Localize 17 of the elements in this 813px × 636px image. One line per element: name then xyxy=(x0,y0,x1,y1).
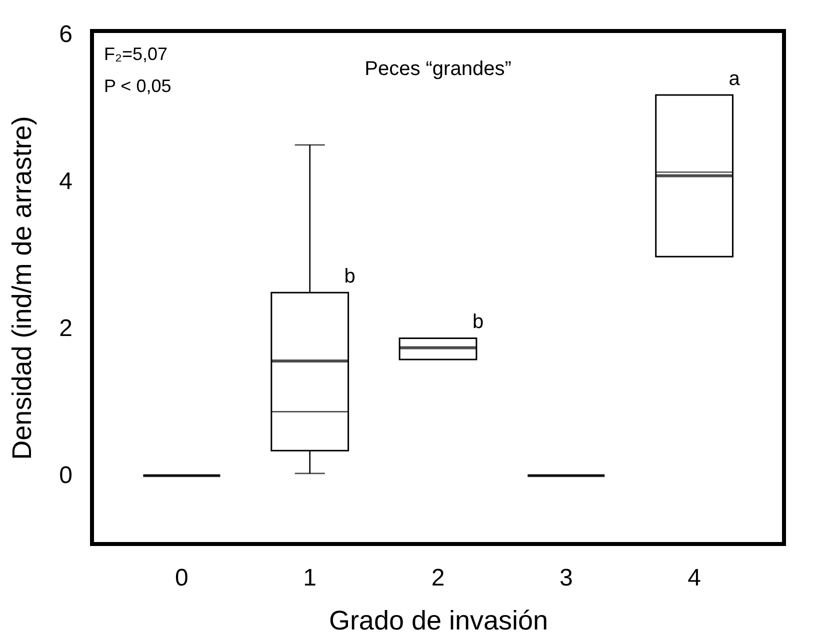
x-tick-label: 1 xyxy=(303,564,317,592)
annotation: a xyxy=(728,68,741,90)
annotation: b xyxy=(344,266,356,288)
y-tick-label: 4 xyxy=(59,168,72,196)
x-tick-label: 0 xyxy=(175,564,188,592)
y-tick-label: 6 xyxy=(59,21,72,48)
annotation: F₂=5,07 xyxy=(104,44,168,64)
annotation: P < 0,05 xyxy=(104,76,172,96)
y-tick-label: 2 xyxy=(59,315,72,342)
y-tick-label: 0 xyxy=(59,462,72,490)
x-tick-label: 4 xyxy=(688,564,701,592)
x-tick-label: 2 xyxy=(431,564,445,592)
x-axis-title: Grado de invasión xyxy=(328,606,548,636)
annotation: b xyxy=(472,311,484,334)
text: Peces “grandes” xyxy=(364,58,512,80)
y-axis-title: Densidad (ind/m de arrastre) xyxy=(7,116,38,460)
x-tick-label: 3 xyxy=(559,564,573,592)
